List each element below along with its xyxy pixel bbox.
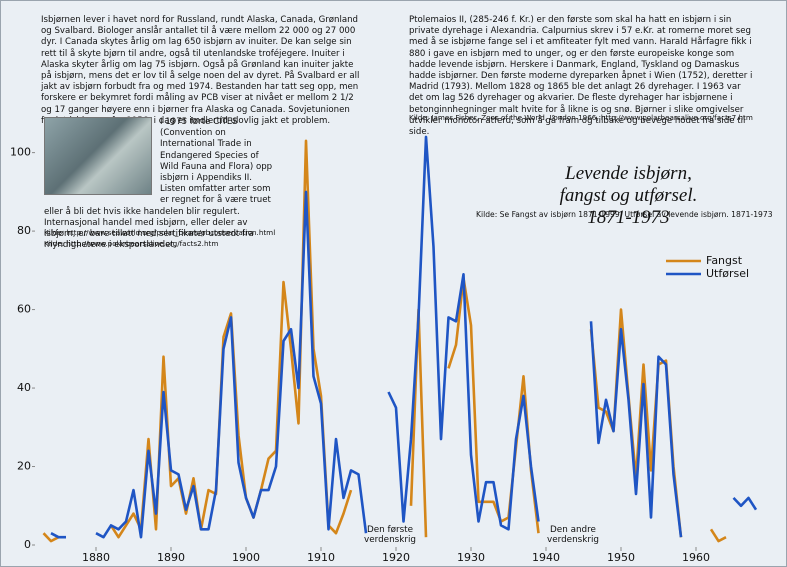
chart-subtitle: Kilde: Se Fangst av isbjørn 1871-1999, U…: [476, 210, 773, 219]
x-tick-label: 1880: [82, 551, 110, 564]
x-tick-label: 1960: [682, 551, 710, 564]
y-tick-label: 20: [17, 460, 31, 473]
annotation: Den første verdenskrig: [364, 525, 416, 545]
y-tick-label: 80: [17, 224, 31, 237]
y-tick-label: 100: [10, 146, 31, 159]
x-tick-label: 1920: [382, 551, 410, 564]
source: Kilde: James Fisher, Zoos of the World, …: [409, 113, 753, 122]
cites-box: I 1975 førte CITES (Convention on Intern…: [44, 117, 276, 251]
y-tick-label: 60: [17, 303, 31, 316]
x-tick-label: 1930: [457, 551, 485, 564]
intro-text: Isbjørnen lever i havet nord for Russlan…: [41, 15, 360, 126]
x-tick-label: 1910: [307, 551, 335, 564]
legend-label: Fangst: [706, 254, 743, 267]
y-tick-label: 0: [24, 538, 31, 551]
y-tick-label: 40: [17, 381, 31, 394]
source: Kilde: http://www.seaworld.org/polar_bea…: [44, 228, 276, 237]
legend-label: Utførsel: [706, 267, 749, 280]
source: Kilde: http://www.polarbearsalive.org/fa…: [44, 239, 219, 248]
chart-title: Levende isbjørn, fangst og utførsel. 187…: [559, 163, 698, 228]
photo: [44, 117, 152, 195]
x-tick-label: 1940: [532, 551, 560, 564]
line-series: [50, 135, 758, 539]
cites-text: I 1975 førte CITES (Convention on Intern…: [44, 117, 273, 251]
annotation: Den andre verdenskrig: [547, 525, 599, 545]
x-tick-label: 1900: [232, 551, 260, 564]
x-tick-label: 1890: [157, 551, 185, 564]
history-text: Ptolemaios II, (285-246 f. Kr.) er den f…: [409, 15, 753, 138]
x-tick-label: 1950: [607, 551, 635, 564]
